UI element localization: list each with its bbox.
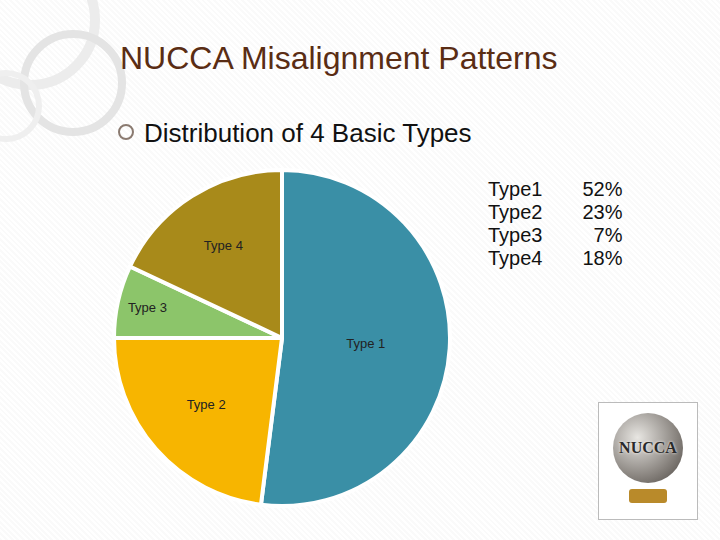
html-text:NUCCA Misalignment Patterns: NUCCA Misalignment Patterns bbox=[120, 40, 558, 76]
svg-text:Type 1: Type 1 bbox=[346, 336, 385, 351]
html-text:18%: 18% bbox=[582, 247, 623, 269]
html-text:23%: 23% bbox=[582, 201, 623, 223]
html-text:Distribution of 4 Basic Types: Distribution of 4 Basic Types bbox=[144, 118, 472, 148]
html-text:Type2: Type2 bbox=[488, 201, 543, 223]
html-text:Type1: Type1 bbox=[488, 178, 543, 200]
html-text:Type3: Type3 bbox=[488, 224, 543, 246]
html-text:Type4: Type4 bbox=[488, 247, 543, 269]
html-text:7%: 7% bbox=[593, 224, 623, 246]
svg-text:Type 3: Type 3 bbox=[128, 300, 167, 315]
html-text:NUCCA: NUCCA bbox=[619, 439, 677, 456]
svg-text:Type 4: Type 4 bbox=[204, 238, 243, 253]
html-text:52%: 52% bbox=[582, 178, 623, 200]
svg-text:Type 2: Type 2 bbox=[187, 397, 226, 412]
